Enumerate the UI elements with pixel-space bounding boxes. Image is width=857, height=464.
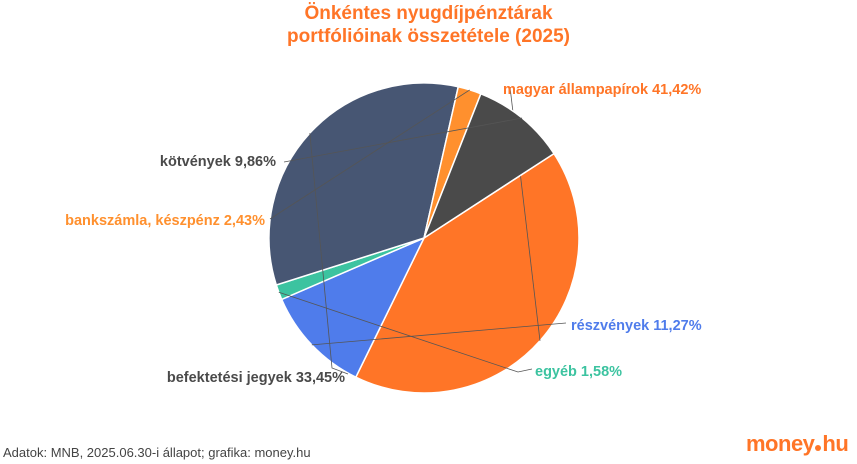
logo-word: money <box>746 431 815 456</box>
money-hu-logo: money hu <box>746 431 849 457</box>
slice-label-5: bankszámla, készpénz 2,43% <box>65 213 265 229</box>
slice-label-3: egyéb 1,58% <box>535 364 622 380</box>
slice-label-2: részvények 11,27% <box>571 318 702 334</box>
logo-dot <box>815 445 822 451</box>
slice-label-4: befektetési jegyek 33,45% <box>167 370 345 386</box>
slice-label-1: magyar állampapírok 41,42% <box>503 82 701 98</box>
logo-tld: hu <box>822 431 849 456</box>
leader-line-6 <box>283 117 523 163</box>
chart-title-line-2: portfólióinak összetétele (2025) <box>287 26 570 47</box>
chart-title: Önkéntes nyugdíjpénztárak portfólióinak … <box>0 2 857 48</box>
chart-title-line-1: Önkéntes nyugdíjpénztárak <box>304 3 553 24</box>
pie-slice-4 <box>268 82 460 286</box>
source-footer: Adatok: MNB, 2025.06.30-i állapot; grafi… <box>3 445 311 460</box>
leader-line-3 <box>278 291 533 373</box>
leader-line-5 <box>269 89 470 220</box>
leader-line-2 <box>311 322 567 346</box>
slice-label-6: kötvények 9,86% <box>160 154 276 170</box>
leader-line-4 <box>309 133 349 375</box>
